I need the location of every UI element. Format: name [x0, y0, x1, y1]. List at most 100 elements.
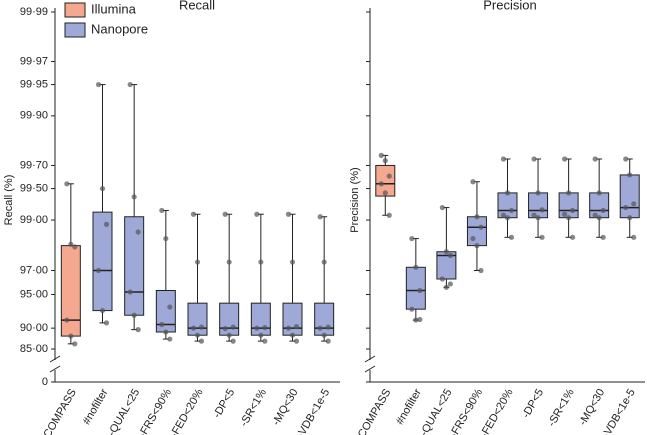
data-point [258, 332, 264, 338]
y-tick-label: 99·95 [20, 78, 48, 90]
data-point [131, 312, 137, 318]
data-point [623, 204, 629, 211]
y-tick-label: 99·99 [20, 6, 48, 18]
y-tick-label: 95·00 [20, 288, 48, 300]
data-point [167, 336, 173, 342]
data-point [439, 276, 445, 282]
data-point [254, 211, 260, 217]
data-point [159, 207, 165, 214]
data-point [163, 235, 169, 242]
data-point [190, 211, 197, 217]
data-point [539, 234, 545, 240]
data-point [135, 327, 141, 333]
y-tick-label: 0 [42, 376, 48, 388]
data-point [409, 235, 415, 242]
box [187, 302, 208, 336]
data-point [159, 321, 165, 328]
data-point [103, 320, 110, 326]
legend-swatch [64, 22, 86, 38]
data-point [285, 211, 292, 217]
legend-label: Nanopore [91, 21, 148, 36]
x-tick-label: #nofilter [81, 387, 111, 427]
data-point [470, 235, 476, 242]
data-point [285, 325, 292, 331]
data-point [600, 207, 606, 214]
data-point [417, 316, 423, 323]
data-point [378, 181, 384, 187]
data-point [443, 284, 449, 290]
data-point [103, 221, 110, 227]
data-point [531, 212, 537, 218]
x-tick-label: -FRS<90% [137, 387, 175, 435]
y-tick-label: 99·00 [20, 214, 48, 226]
data-point [600, 234, 606, 240]
data-point [596, 190, 602, 196]
axis-break [49, 355, 61, 363]
chart-title: Precision [483, 0, 536, 12]
data-point [293, 324, 300, 330]
y-tick-label: 99·97 [20, 55, 48, 67]
data-point [68, 333, 74, 339]
data-point [198, 338, 205, 344]
data-point [317, 214, 323, 220]
box [155, 290, 176, 333]
data-point [570, 207, 576, 214]
box [250, 302, 271, 336]
data-point [72, 244, 78, 250]
axis-break [364, 365, 376, 373]
data-point [131, 194, 137, 200]
data-point [289, 332, 296, 338]
data-point [68, 241, 74, 247]
data-point [535, 215, 541, 221]
x-tick-label: -QUAL<25 [418, 387, 455, 435]
x-tick-label: -SR<1% [546, 387, 577, 429]
box [466, 216, 487, 247]
data-point [321, 332, 327, 338]
data-point [230, 324, 236, 330]
box [619, 174, 640, 219]
data-point [95, 267, 102, 274]
data-point [258, 259, 264, 265]
data-point [447, 252, 453, 259]
x-tick-label: -DP<5 [520, 387, 546, 420]
data-point [190, 325, 197, 331]
box [405, 266, 426, 310]
box [282, 302, 303, 336]
data-point [198, 324, 205, 330]
data-point [127, 289, 133, 295]
data-point [417, 287, 423, 294]
data-point [508, 207, 515, 214]
data-point [500, 212, 507, 218]
y-tick-label: 85·00 [20, 343, 48, 355]
data-point [386, 173, 392, 179]
data-point [570, 234, 576, 240]
data-point [99, 185, 106, 192]
box [60, 245, 81, 337]
data-point [378, 152, 384, 158]
data-point [64, 317, 70, 323]
data-point [566, 190, 572, 196]
data-point [562, 211, 568, 217]
x-tick-label: -DP<5 [211, 387, 237, 420]
x-tick-label: -MQ<30 [577, 387, 607, 428]
y-tick-label: 97·00 [20, 264, 48, 276]
box [375, 164, 396, 197]
y-tick-label: 99·50 [20, 182, 48, 194]
x-tick-label: -SR<1% [238, 387, 269, 429]
data-point [409, 306, 415, 312]
box [124, 216, 145, 316]
data-point [167, 304, 173, 310]
x-tick-label: -FED<20% [168, 387, 206, 435]
data-point [596, 215, 602, 221]
box [497, 192, 518, 219]
y-tick-label: 99·90 [20, 110, 48, 122]
data-point [623, 156, 629, 162]
data-point [254, 325, 260, 331]
data-point [226, 332, 232, 338]
data-point [474, 243, 480, 249]
data-point [478, 224, 484, 230]
data-point [500, 156, 507, 162]
y-tick-label: 90·00 [20, 322, 48, 334]
legend-label: Illumina [91, 1, 137, 16]
data-point [230, 338, 236, 344]
